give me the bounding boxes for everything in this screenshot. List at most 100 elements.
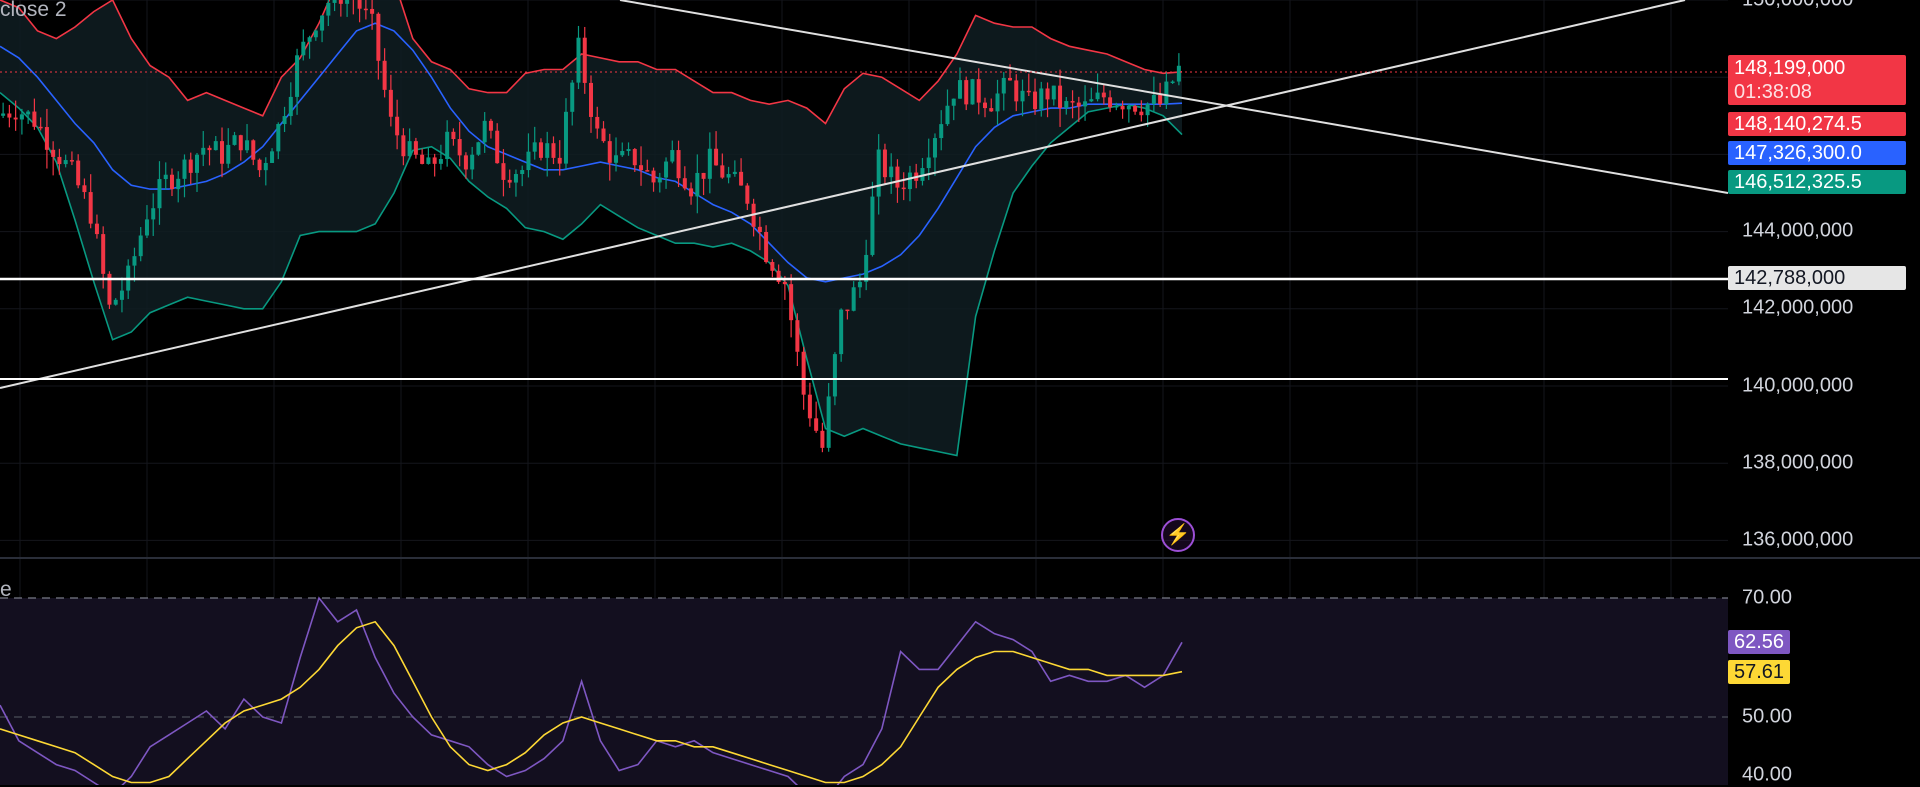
candle-body bbox=[320, 15, 325, 31]
candle-body bbox=[470, 154, 475, 170]
candle-body bbox=[1164, 81, 1169, 105]
candle-body bbox=[295, 55, 300, 97]
candle-body bbox=[157, 179, 162, 209]
candle-body bbox=[7, 113, 12, 118]
candle-body bbox=[1033, 91, 1038, 110]
candle-body bbox=[44, 127, 49, 150]
candle-body bbox=[407, 141, 412, 157]
candle-body bbox=[301, 41, 306, 56]
candle-body bbox=[538, 142, 543, 158]
candle-body bbox=[626, 149, 631, 152]
candle-body bbox=[32, 111, 37, 127]
candle-body bbox=[1108, 97, 1113, 108]
candle-body bbox=[1114, 106, 1119, 108]
rsi-tick: 70.00 bbox=[1742, 586, 1793, 609]
candle-body bbox=[201, 147, 206, 155]
candle-body bbox=[757, 226, 762, 233]
candle-body bbox=[420, 154, 425, 164]
bollinger-band-fill bbox=[0, 0, 1182, 456]
rsi-line bbox=[0, 596, 1183, 785]
candle-body bbox=[839, 309, 844, 355]
indicator-label[interactable]: close 2 bbox=[0, 0, 67, 21]
candle-body bbox=[545, 143, 550, 158]
candle-body bbox=[345, 0, 350, 4]
candle-body bbox=[814, 418, 819, 431]
lightning-bolt-icon[interactable]: ⚡ bbox=[1161, 518, 1195, 552]
candle-body bbox=[338, 0, 343, 4]
candle-body bbox=[313, 30, 318, 38]
candle-body bbox=[920, 168, 925, 181]
candle-body bbox=[951, 98, 956, 106]
rsi-ma-line bbox=[0, 620, 1183, 784]
candle-body bbox=[26, 111, 31, 115]
candle-body bbox=[664, 161, 669, 178]
trendline-falling[interactable] bbox=[619, 0, 1729, 194]
candle-body bbox=[1170, 81, 1175, 84]
candle-body bbox=[620, 151, 625, 156]
candle-body bbox=[770, 261, 775, 271]
candle-body bbox=[832, 354, 837, 397]
candle-body bbox=[676, 150, 681, 179]
candle-body bbox=[1145, 103, 1150, 116]
candle-body bbox=[970, 79, 975, 105]
candle-body bbox=[282, 116, 287, 125]
candle-body bbox=[401, 135, 406, 157]
candle-body bbox=[1051, 85, 1056, 100]
candle-body bbox=[194, 154, 200, 173]
candle-body bbox=[188, 159, 193, 173]
candle-body bbox=[682, 178, 687, 189]
price-tick: 144,000,000 bbox=[1742, 219, 1854, 242]
candle-body bbox=[1070, 101, 1075, 103]
trendline-rising[interactable] bbox=[0, 0, 1686, 389]
candle-body bbox=[570, 82, 575, 112]
candle-body bbox=[1126, 105, 1131, 110]
rsi-pane-label[interactable]: e bbox=[0, 578, 12, 601]
candle-body bbox=[526, 151, 531, 171]
candle-body bbox=[782, 281, 787, 285]
rsi-value-badge: 62.56 bbox=[1728, 630, 1791, 654]
candle-body bbox=[257, 159, 262, 171]
candle-body bbox=[932, 138, 937, 158]
candle-body bbox=[582, 37, 587, 83]
candle-body bbox=[451, 131, 456, 140]
candle-body bbox=[1058, 85, 1063, 108]
candle-body bbox=[82, 185, 87, 193]
candle-body bbox=[776, 270, 781, 282]
candle-body bbox=[876, 149, 881, 197]
candle-body bbox=[645, 170, 650, 172]
candle-body bbox=[745, 185, 750, 204]
candle-body bbox=[957, 80, 962, 99]
candle-body bbox=[495, 130, 500, 164]
candle-body bbox=[395, 116, 400, 136]
last-price: 148,199,000 bbox=[1734, 57, 1846, 79]
rsi-tick: 50.00 bbox=[1742, 705, 1793, 728]
candle-body bbox=[807, 394, 812, 419]
candle-body bbox=[19, 114, 24, 120]
candle-body bbox=[370, 8, 375, 14]
candle-body bbox=[251, 140, 256, 160]
candle-body bbox=[363, 8, 368, 11]
candle-body bbox=[144, 219, 149, 236]
candle-body bbox=[982, 102, 988, 109]
candle-body bbox=[182, 159, 187, 179]
candle-body bbox=[820, 430, 825, 448]
candle-body bbox=[870, 196, 875, 255]
candle-body bbox=[632, 149, 637, 166]
candle-body bbox=[332, 0, 337, 3]
candle-body bbox=[532, 142, 537, 152]
candle-body bbox=[1139, 111, 1144, 116]
candle-body bbox=[939, 124, 944, 139]
candle-body bbox=[670, 150, 675, 162]
candle-body bbox=[588, 82, 594, 117]
candle-body bbox=[557, 157, 562, 164]
candle-body bbox=[463, 155, 468, 170]
candle-body bbox=[864, 254, 869, 282]
price-tick: 136,000,000 bbox=[1742, 528, 1854, 551]
candle-body bbox=[801, 351, 806, 395]
candle-body bbox=[132, 256, 137, 266]
candle-body bbox=[382, 60, 387, 90]
rsi-ma-badge: 57.61 bbox=[1728, 660, 1791, 684]
price-tick: 138,000,000 bbox=[1742, 451, 1854, 474]
candle-body bbox=[1014, 80, 1019, 102]
